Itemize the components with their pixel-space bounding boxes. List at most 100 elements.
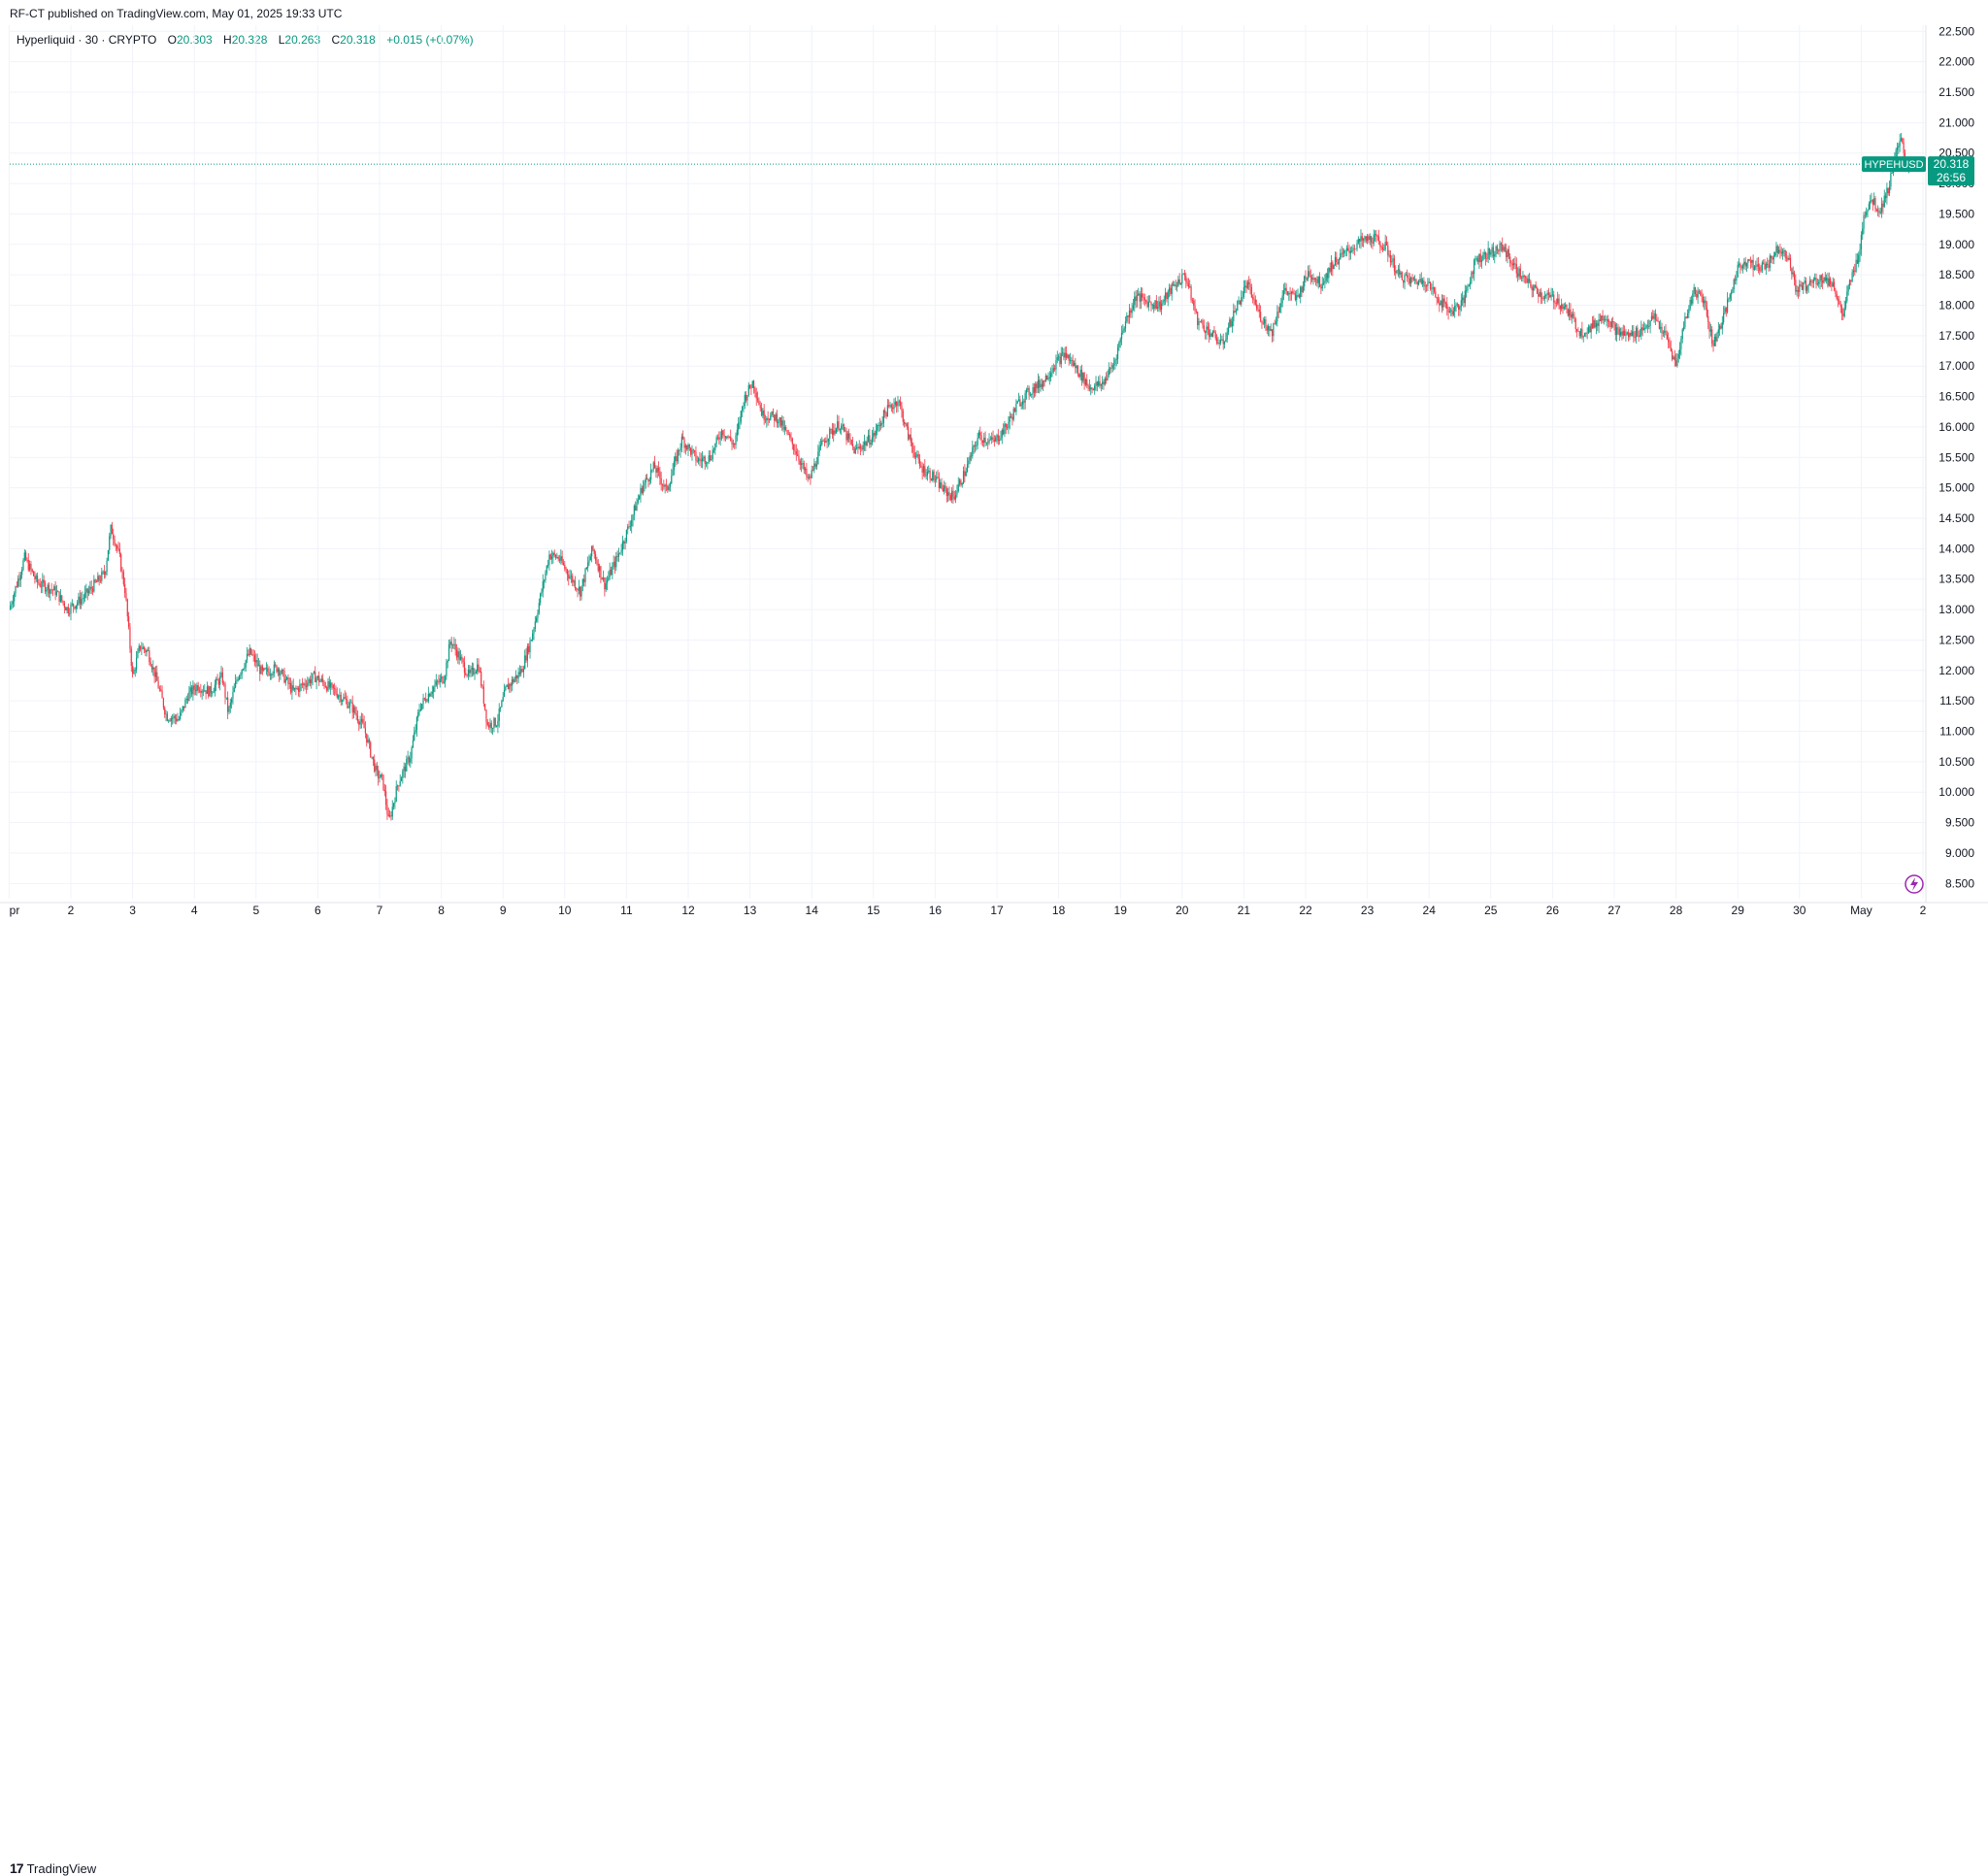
candle-body	[1738, 263, 1740, 265]
candle-body	[1372, 242, 1374, 244]
candle-body	[1753, 266, 1756, 271]
candle-body	[1249, 283, 1251, 287]
legend-symbol: Hyperliquid · 30 · CRYPTO	[17, 33, 157, 47]
candle-body	[818, 446, 820, 452]
candle-body	[768, 419, 771, 421]
candle-body	[82, 598, 83, 600]
candle-body	[1280, 303, 1282, 308]
candle-body	[1472, 272, 1474, 275]
candle-body	[1387, 245, 1389, 255]
candle-body	[1463, 297, 1465, 304]
candle-body	[493, 717, 495, 729]
candle-body	[79, 596, 81, 605]
candle-body	[358, 721, 360, 725]
candle-body	[938, 477, 940, 488]
candle-body	[934, 479, 936, 481]
candle-body	[1558, 298, 1560, 306]
candle-body	[1086, 379, 1088, 385]
candle-body	[447, 643, 450, 661]
candle-body	[1570, 309, 1572, 318]
candle-body	[1831, 283, 1833, 287]
candle-body	[552, 552, 554, 557]
candle-body	[149, 661, 151, 667]
candle-body	[1312, 278, 1314, 280]
candle-body	[304, 683, 306, 686]
candle-body	[690, 447, 692, 455]
candle-body	[1416, 281, 1418, 285]
candle-body	[1153, 305, 1155, 309]
candle-body	[1780, 251, 1782, 254]
candle-body	[410, 758, 412, 763]
candle-body	[87, 590, 90, 594]
y-tick-label: 13.000	[1938, 603, 1974, 616]
candle-body	[1276, 312, 1278, 322]
candle-body	[25, 552, 27, 560]
candle-body	[1090, 387, 1092, 390]
candle-body	[561, 556, 563, 563]
candle-body	[1692, 293, 1694, 304]
candle-body	[692, 449, 694, 451]
candle-body	[1029, 394, 1032, 396]
candle-body	[292, 685, 294, 690]
candle-body	[1375, 234, 1377, 237]
candle-body	[771, 411, 773, 415]
candle-body	[1164, 292, 1167, 300]
candle-body	[758, 400, 760, 406]
candle-body	[825, 441, 827, 444]
candle-body	[1733, 279, 1735, 289]
x-tick-label: 26	[1546, 904, 1560, 917]
candle-body	[1764, 263, 1766, 270]
candle-body	[134, 670, 136, 672]
candle-body	[857, 446, 859, 448]
candle-body	[1891, 173, 1893, 174]
candle-body	[374, 759, 376, 772]
candle-body	[1578, 331, 1580, 337]
candle-body	[904, 421, 906, 425]
candle-body	[1761, 262, 1763, 271]
candle-body	[31, 569, 33, 572]
candle-body	[1895, 149, 1897, 160]
candle-body	[165, 713, 167, 715]
candle-body	[1059, 356, 1061, 365]
candle-body	[503, 690, 506, 698]
candle-body	[1648, 325, 1650, 327]
candle-body	[1185, 276, 1187, 281]
candle-body	[1760, 270, 1762, 272]
candle-body	[1555, 303, 1557, 305]
price-chart[interactable]: 8.5009.0009.50010.00010.50011.00011.5001…	[0, 0, 1988, 959]
tradingview-logo[interactable]: 17 TradingView	[10, 1860, 96, 1876]
candle-body	[449, 642, 451, 644]
candle-body	[505, 686, 507, 691]
candle-body	[1486, 258, 1488, 260]
candle-body	[418, 709, 420, 712]
candle-body	[921, 467, 923, 474]
candle-body	[1507, 249, 1508, 258]
candle-body	[529, 641, 531, 653]
candle-body	[216, 678, 218, 681]
x-tick-label: 27	[1607, 904, 1621, 917]
candle-body	[863, 442, 866, 445]
legend-close-key: C	[331, 33, 341, 47]
candle-body	[1100, 383, 1102, 386]
candle-body	[1747, 259, 1749, 263]
candle-body	[1007, 427, 1009, 428]
candle-body	[1116, 347, 1119, 359]
candle-body	[1325, 273, 1327, 281]
candle-body	[525, 655, 527, 661]
candle-body	[1538, 293, 1540, 297]
candle-body	[391, 806, 393, 817]
candle-body	[158, 688, 161, 690]
candle-body	[1884, 195, 1887, 199]
candle-body	[1213, 330, 1215, 333]
candle-body	[999, 440, 1001, 442]
candle-body	[1128, 310, 1131, 317]
candle-body	[1554, 302, 1556, 304]
candle-body	[54, 586, 56, 596]
candle-body	[53, 586, 55, 591]
candle-body	[1676, 358, 1678, 367]
candle-body	[949, 495, 951, 501]
lightning-icon[interactable]	[1905, 874, 1924, 894]
candle-body	[1083, 373, 1085, 385]
candle-body	[469, 670, 471, 674]
candle-body	[407, 757, 409, 760]
